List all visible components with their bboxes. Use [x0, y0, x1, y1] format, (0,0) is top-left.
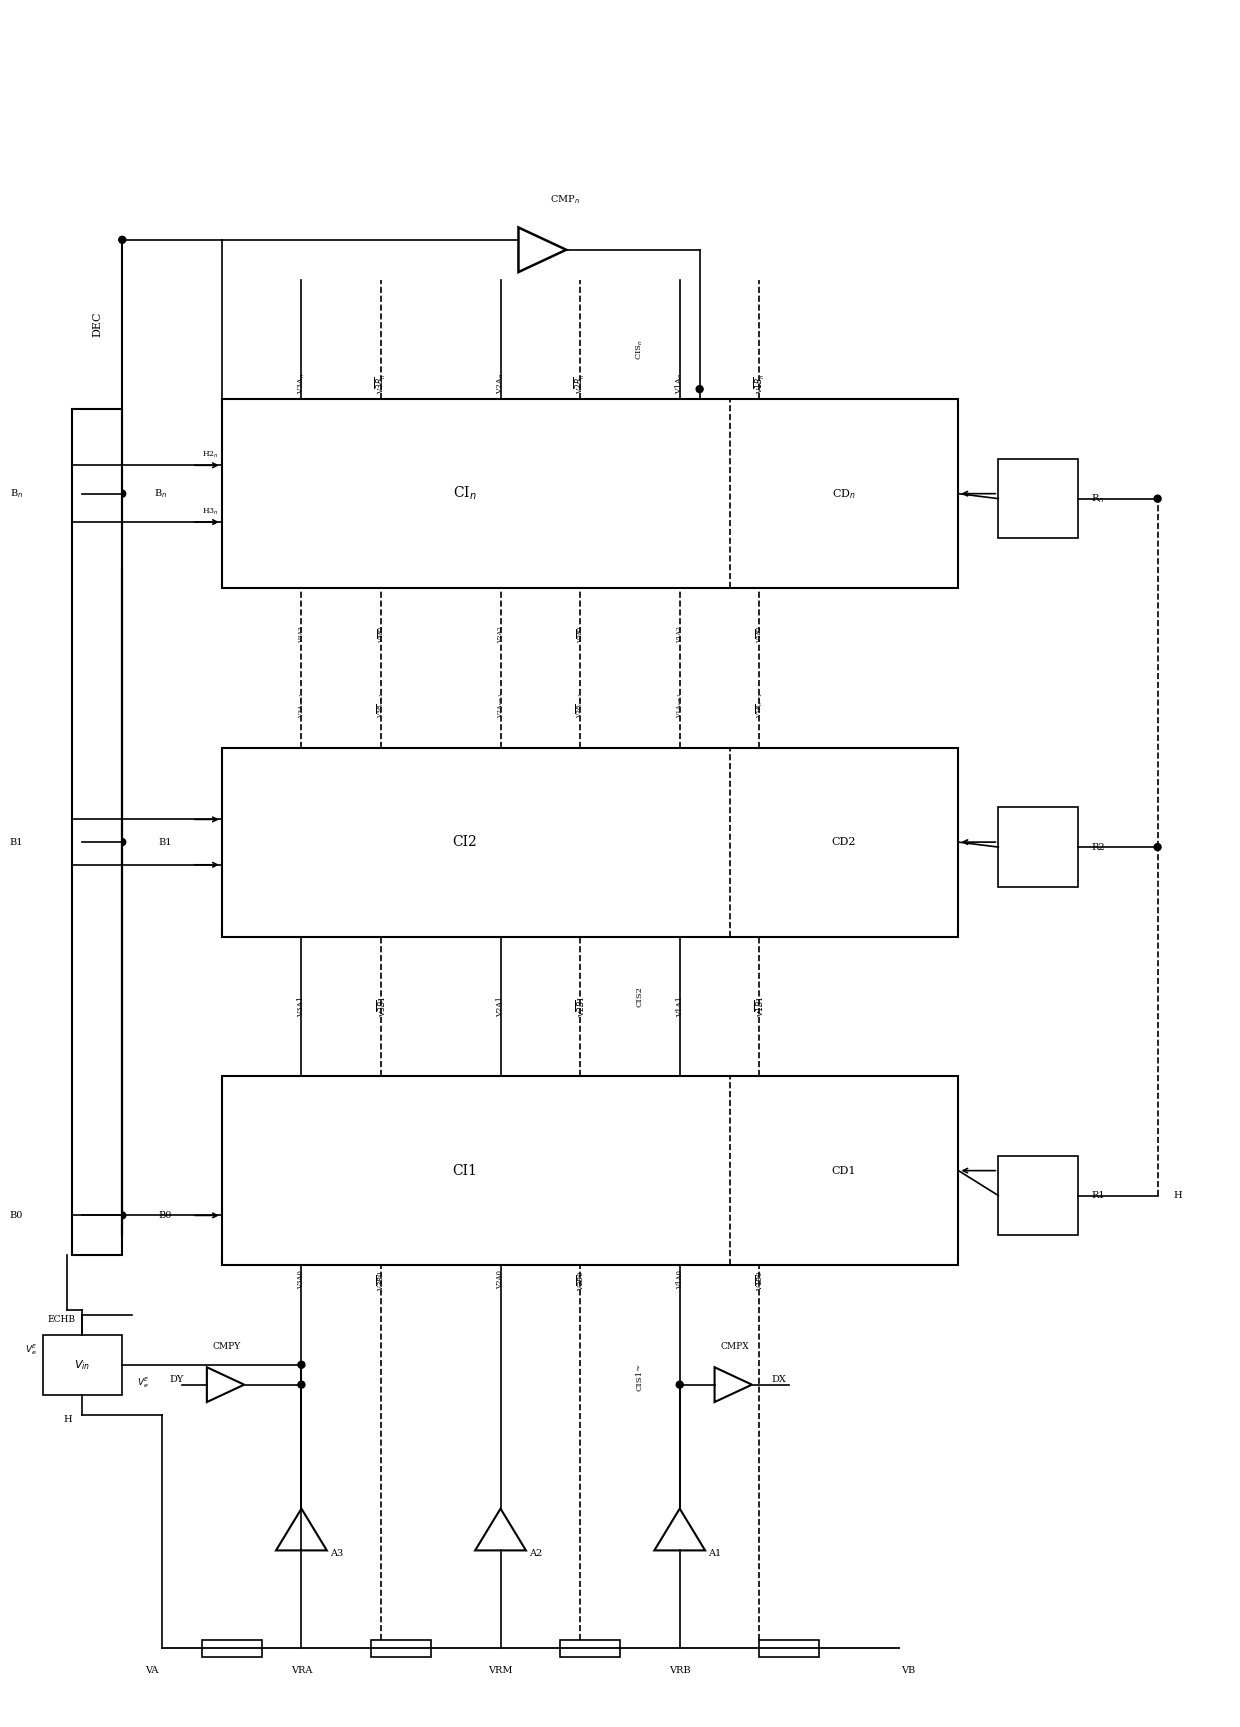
Circle shape [119, 1212, 125, 1219]
Circle shape [676, 1382, 683, 1389]
Bar [371, 1639, 430, 1658]
Circle shape [298, 1382, 305, 1389]
Text: B1: B1 [9, 838, 22, 846]
Bar [759, 1639, 820, 1658]
Circle shape [696, 385, 703, 392]
Text: V$\overline{3B}_{n-1}$: V$\overline{3B}_{n-1}$ [376, 693, 387, 718]
Text: V$\overline{1B}_n$: V$\overline{1B}_n$ [753, 373, 766, 394]
Text: V3A$_n$: V3A$_n$ [296, 373, 306, 394]
Text: CI$_n$: CI$_n$ [453, 485, 476, 503]
Text: B$_n$: B$_n$ [154, 487, 167, 501]
Text: CMPX: CMPX [720, 1342, 749, 1351]
Bar [998, 807, 1078, 888]
Text: H: H [1173, 1192, 1182, 1200]
Text: V2A2: V2A2 [498, 625, 503, 642]
Text: VRB: VRB [668, 1667, 691, 1675]
Text: VRM: VRM [489, 1667, 513, 1675]
Bar [222, 399, 959, 589]
Text: CIS$_n$: CIS$_n$ [635, 338, 645, 359]
Text: V$\overline{2B}$2: V$\overline{2B}$2 [575, 625, 585, 642]
Bar [560, 1639, 620, 1658]
Text: A2: A2 [528, 1549, 542, 1558]
Bar [202, 1639, 262, 1658]
Circle shape [119, 237, 125, 244]
Text: DEC: DEC [92, 311, 103, 337]
Text: V$\overline{2B}_{n-1}$: V$\overline{2B}_{n-1}$ [575, 693, 585, 718]
Circle shape [1154, 843, 1161, 851]
Text: CIS1~: CIS1~ [636, 1363, 644, 1390]
Circle shape [119, 839, 125, 846]
Text: V$\overline{1B}$1: V$\overline{1B}$1 [753, 996, 766, 1017]
Text: R$_n$: R$_n$ [1091, 492, 1105, 504]
Text: V2A0: V2A0 [496, 1269, 505, 1288]
Text: V2A$_n$: V2A$_n$ [495, 373, 506, 394]
Text: A1: A1 [708, 1549, 722, 1558]
Bar [998, 459, 1078, 539]
Bar [222, 1076, 959, 1266]
Text: CI2: CI2 [453, 836, 477, 850]
Text: V3A2: V3A2 [299, 625, 304, 642]
Text: CD$_n$: CD$_n$ [832, 487, 856, 501]
Text: V$\overline{3B}$1: V$\overline{3B}$1 [374, 996, 388, 1017]
Text: $V_e^E$: $V_e^E$ [25, 1342, 37, 1357]
Text: V$\overline{1B}$2: V$\overline{1B}$2 [755, 625, 764, 642]
Text: V$\overline{1B}$0: V$\overline{1B}$0 [754, 1269, 765, 1290]
Bar [222, 748, 959, 936]
Text: DX: DX [771, 1375, 786, 1383]
Text: V$\overline{2B}$1: V$\overline{2B}$1 [574, 996, 587, 1017]
Bar [42, 1335, 123, 1395]
Text: V$\overline{3B}_n$: V$\overline{3B}_n$ [374, 373, 388, 394]
Text: V$\overline{3B}$2: V$\overline{3B}$2 [376, 625, 386, 642]
Text: CMP$_n$: CMP$_n$ [551, 193, 580, 207]
Text: H: H [63, 1414, 72, 1425]
Text: V$\overline{1B}_{n-1}$: V$\overline{1B}_{n-1}$ [754, 693, 765, 718]
Text: V1A0: V1A0 [676, 1269, 683, 1288]
Text: B0: B0 [10, 1211, 22, 1219]
Text: B1: B1 [159, 838, 172, 846]
Text: CD1: CD1 [832, 1166, 857, 1176]
Text: CIS2: CIS2 [636, 986, 644, 1007]
Text: R1: R1 [1091, 1192, 1105, 1200]
Text: V1A1: V1A1 [676, 996, 683, 1017]
Circle shape [119, 490, 125, 497]
Circle shape [1154, 496, 1161, 503]
Text: DY: DY [170, 1375, 185, 1383]
Text: B0: B0 [159, 1211, 172, 1219]
Text: VB: VB [901, 1667, 916, 1675]
Circle shape [298, 1361, 305, 1368]
Text: ECHB: ECHB [47, 1316, 76, 1325]
Text: $V_e^E$: $V_e^E$ [138, 1375, 150, 1390]
Text: CD2: CD2 [832, 838, 857, 848]
Text: V1A$_{n-1}$: V1A$_{n-1}$ [676, 693, 684, 718]
Text: R2: R2 [1091, 843, 1105, 851]
Text: VA: VA [145, 1667, 159, 1675]
Text: V2A$_{n-1}$: V2A$_{n-1}$ [496, 693, 505, 718]
Text: V3A1: V3A1 [298, 996, 305, 1017]
Text: CI1: CI1 [453, 1164, 477, 1178]
Text: V1A$_n$: V1A$_n$ [675, 373, 686, 394]
Bar [998, 1155, 1078, 1235]
Text: V$\overline{2B}$0: V$\overline{2B}$0 [575, 1269, 585, 1290]
Text: B$_n$: B$_n$ [10, 487, 22, 501]
Text: H3$_n$: H3$_n$ [202, 506, 218, 516]
Text: CMPY: CMPY [212, 1342, 241, 1351]
Text: V$\overline{3B}$0: V$\overline{3B}$0 [376, 1269, 387, 1290]
Text: $V_{in}$: $V_{in}$ [74, 1357, 91, 1371]
Text: H2$_n$: H2$_n$ [202, 449, 218, 461]
Text: V2A1: V2A1 [496, 996, 505, 1017]
Text: V$\overline{2B}_n$: V$\overline{2B}_n$ [573, 373, 588, 394]
Text: V3A0: V3A0 [298, 1269, 305, 1288]
Bar [72, 409, 123, 1256]
Text: VRA: VRA [290, 1667, 312, 1675]
Text: V1A2: V1A2 [677, 625, 682, 642]
Text: A3: A3 [330, 1549, 343, 1558]
Text: V3A$_{n-1}$: V3A$_{n-1}$ [298, 693, 306, 718]
